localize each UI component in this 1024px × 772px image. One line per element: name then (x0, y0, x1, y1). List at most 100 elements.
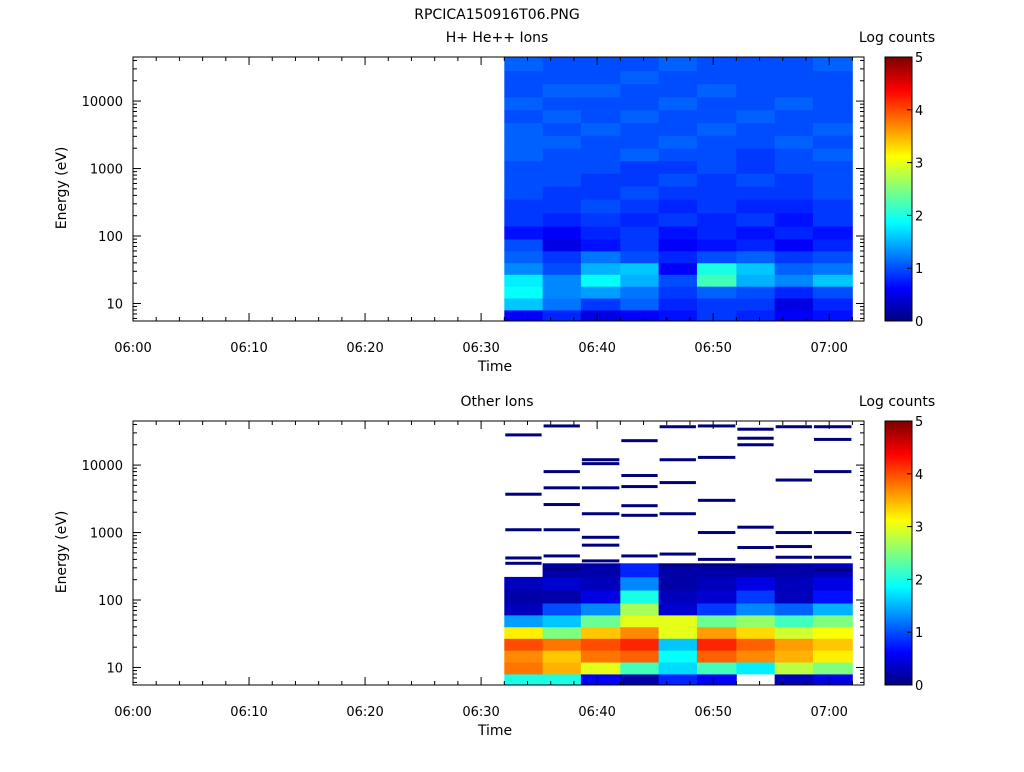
heatmap-cell (580, 212, 621, 227)
colorbar-swatch (885, 559, 912, 562)
colorbar-swatch (885, 111, 912, 114)
colorbar-swatch (885, 217, 912, 220)
heatmap-cell (580, 57, 621, 72)
heatmap-cell (774, 286, 814, 299)
heatmap-cell (774, 274, 814, 287)
colorbar-swatch (885, 227, 912, 230)
heatmap-cell (504, 626, 543, 639)
sparse-line (659, 425, 696, 429)
colorbar-swatch (885, 195, 912, 198)
colorbar-swatch (885, 493, 912, 496)
heatmap-cell (620, 57, 660, 72)
heatmap-cell (580, 563, 621, 578)
heatmap-cell (620, 122, 660, 136)
colorbar-swatch (885, 613, 912, 616)
colorbar-swatch (885, 443, 912, 446)
colorbar-swatch (885, 641, 912, 644)
colorbar-swatch (885, 647, 912, 650)
colorbar-swatch (885, 169, 912, 172)
heatmap-cell (542, 638, 582, 651)
sparse-line (581, 543, 620, 547)
colorbar-swatch (885, 237, 912, 240)
sparse-line (697, 531, 736, 535)
heatmap-cell (620, 160, 660, 174)
heatmap-cell (542, 674, 582, 686)
sparse-line (775, 425, 812, 429)
colorbar-swatch (885, 661, 912, 664)
colorbar-swatch (885, 79, 912, 82)
sparse-line (505, 492, 542, 496)
colorbar-swatch (885, 477, 912, 480)
colorbar-tick-label: 3 (915, 157, 923, 172)
heatmap-cell (620, 262, 660, 275)
colorbar-swatch (885, 189, 912, 192)
colorbar-tick-label: 1 (915, 262, 923, 277)
colorbar-swatch (885, 537, 912, 540)
x-tick-label: 06:10 (230, 705, 267, 720)
colorbar-swatch (885, 299, 912, 302)
colorbar-swatch (885, 525, 912, 528)
heatmap-cell (812, 83, 853, 98)
heatmap-cell (696, 250, 737, 264)
heatmap-cell (696, 135, 737, 149)
heatmap-cell (580, 239, 621, 252)
heatmap-cell (736, 239, 776, 252)
colorbar-swatch (885, 89, 912, 92)
heatmap-cell (774, 590, 814, 604)
colorbar-swatch (885, 205, 912, 208)
colorbar-swatch (885, 473, 912, 476)
heatmap-cell (620, 173, 660, 187)
colorbar-swatch (885, 663, 912, 666)
colorbar-swatch (885, 153, 912, 156)
heatmap-cell (774, 662, 814, 675)
sparse-line (775, 545, 812, 549)
heatmap-cell (504, 298, 543, 311)
x-tick-label: 06:30 (462, 341, 499, 356)
colorbar-swatch (885, 129, 912, 132)
heatmap-cell (542, 173, 582, 187)
heatmap-cell (542, 603, 582, 616)
sparse-line (581, 559, 620, 563)
heatmap-cell (736, 160, 776, 174)
sparse-line (659, 458, 696, 462)
panel-title: H+ He++ Ions (446, 30, 549, 46)
colorbar-swatch (885, 515, 912, 518)
colorbar-swatch (885, 643, 912, 646)
heatmap-cell (774, 109, 814, 123)
heatmap-cell (542, 212, 582, 227)
colorbar-swatch (885, 145, 912, 148)
colorbar-swatch (885, 73, 912, 76)
heatmap-cell (580, 674, 621, 686)
colorbar-swatch (885, 577, 912, 580)
heatmap-cell (812, 212, 853, 227)
heatmap-cell (658, 122, 698, 136)
heatmap-cell (696, 186, 737, 200)
sparse-line (697, 498, 736, 502)
heatmap-cell (696, 662, 737, 675)
heatmap-cell (542, 614, 582, 628)
heatmap-cell (658, 70, 698, 85)
heatmap-cell (736, 274, 776, 287)
heatmap-cell (736, 70, 776, 85)
heatmap-cell (504, 590, 543, 604)
heatmap-cell (696, 274, 737, 287)
heatmap-cell (504, 650, 543, 663)
colorbar-swatch (885, 609, 912, 612)
heatmap-cell (696, 57, 737, 72)
heatmap-cell (504, 310, 543, 322)
colorbar-swatch (885, 231, 912, 234)
sparse-line (621, 504, 658, 508)
colorbar-swatch (885, 293, 912, 296)
heatmap-cell (774, 173, 814, 187)
colorbar-swatch (885, 569, 912, 572)
sparse-line (659, 563, 696, 567)
heatmap-cell (620, 576, 660, 591)
colorbar-swatch (885, 297, 912, 300)
sparse-line (581, 462, 620, 466)
sparse-line (621, 513, 658, 517)
colorbar-swatch (885, 131, 912, 134)
colorbar-swatch (885, 303, 912, 306)
colorbar-tick-label: 4 (915, 468, 923, 483)
colorbar-tick-label: 4 (915, 104, 923, 119)
sparse-line (543, 567, 580, 571)
